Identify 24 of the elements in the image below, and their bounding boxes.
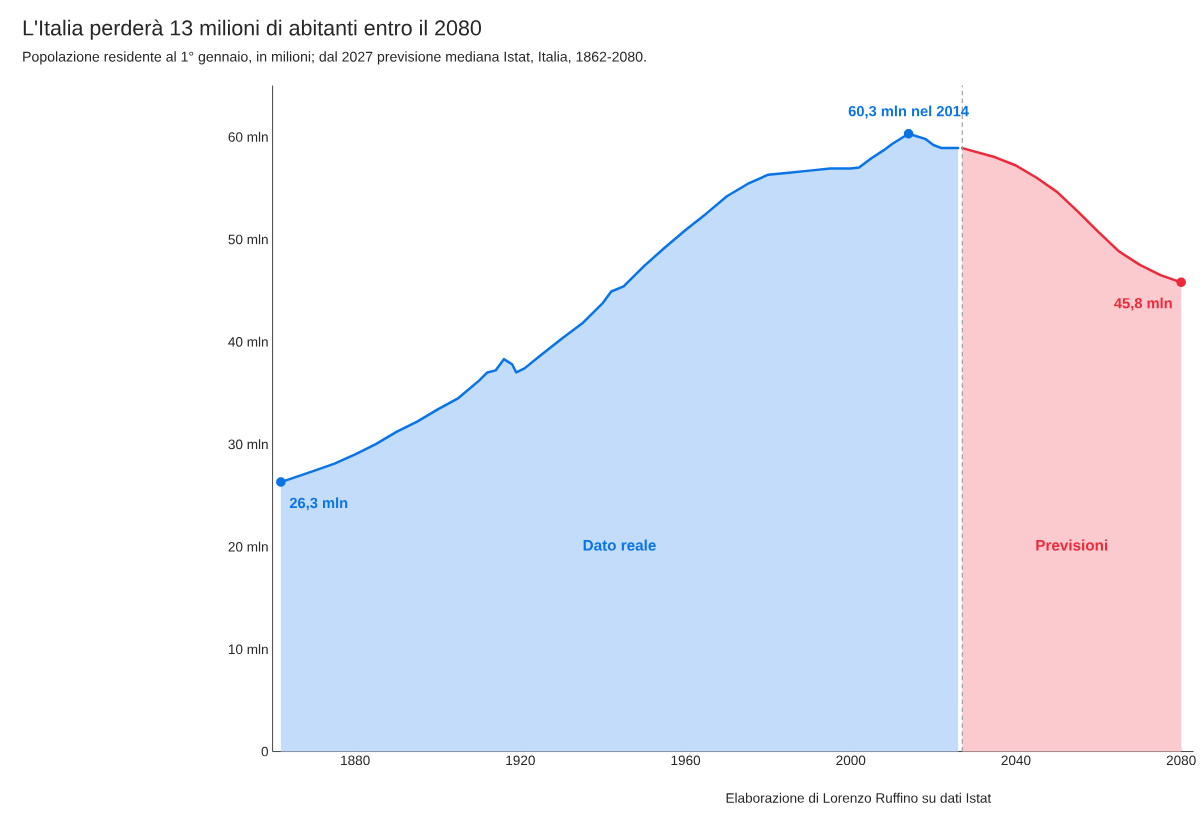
text: Elaborazione di Lorenzo Ruffino su dati Istat xyxy=(726,792,992,803)
y-tick-label: 10 mln xyxy=(228,644,268,655)
y-tick-label: 20 mln xyxy=(228,541,268,552)
y-tick-label: 30 mln xyxy=(228,439,268,450)
x-tick-label: 1920 xyxy=(506,755,535,766)
y-tick-label: 40 mln xyxy=(228,336,268,347)
chart-subtitle: Popolazione residente al 1° gennaio, in milioni; dal 2027 previsione mediana Istat, Italia, 1862-2080. xyxy=(23,51,646,65)
annotation: 45,8 mln xyxy=(1114,297,1172,311)
series-label: Dato reale xyxy=(583,539,656,551)
point xyxy=(1176,277,1186,288)
point xyxy=(903,128,914,139)
x-tick-label: 1960 xyxy=(671,755,701,766)
annotation: 26,3 mln xyxy=(289,497,348,511)
chart-title: L'Italia perderà 13 milioni di abitanti entro il 2080 xyxy=(23,19,481,40)
x-tick-label: 2040 xyxy=(1001,755,1031,766)
point xyxy=(276,477,286,487)
y-tick-label: 0 xyxy=(261,746,269,757)
x-tick-label: 2080 xyxy=(1166,755,1196,766)
annotation: 60,3 mln nel 2014 xyxy=(848,105,969,119)
y-tick-label: 60 mln xyxy=(228,131,268,142)
x-tick-label: 2000 xyxy=(836,755,866,766)
x-tick-label: 1880 xyxy=(341,755,370,766)
series-label: Previsioni xyxy=(1036,539,1108,551)
y-tick-label: 50 mln xyxy=(228,234,268,245)
